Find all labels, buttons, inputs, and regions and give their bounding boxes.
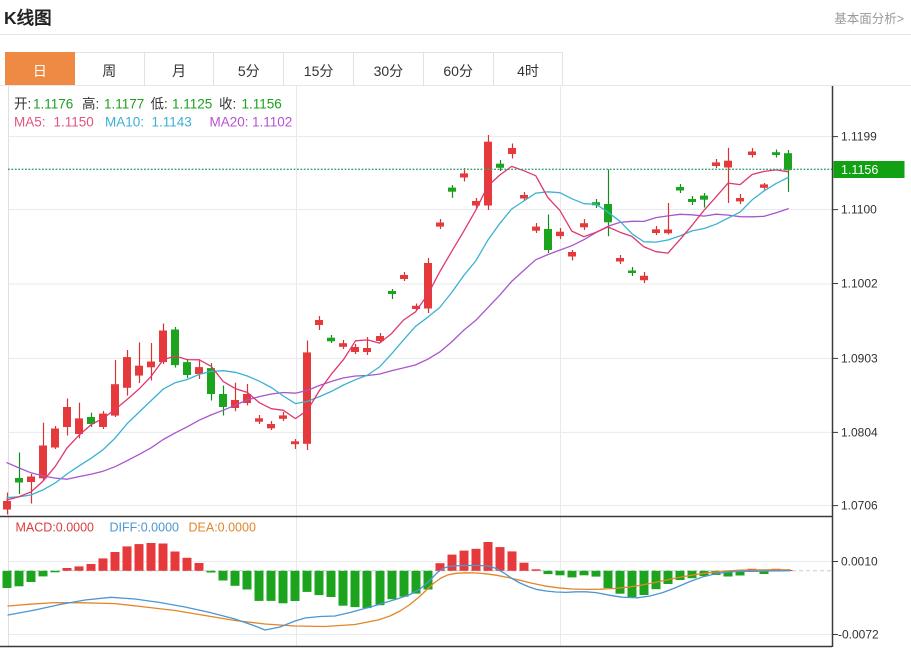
svg-text:1.1176: 1.1176 — [33, 97, 73, 112]
svg-text:DIFF:0.0000: DIFF:0.0000 — [110, 521, 180, 535]
svg-text:MACD:0.0000: MACD:0.0000 — [16, 521, 95, 535]
svg-text:1.1199: 1.1199 — [841, 130, 877, 144]
svg-text:1.0903: 1.0903 — [841, 351, 878, 365]
svg-text:1.1002: 1.1002 — [841, 277, 878, 291]
svg-text:0.0010: 0.0010 — [841, 555, 878, 569]
svg-text:高:: 高: — [82, 96, 99, 112]
svg-text:1.0706: 1.0706 — [841, 499, 878, 513]
svg-text:收:: 收: — [219, 97, 236, 112]
svg-text:MA20:: MA20: — [210, 115, 249, 130]
svg-text:1.1143: 1.1143 — [152, 115, 192, 130]
svg-text:MA10:: MA10: — [105, 115, 144, 130]
svg-text:DEA:0.0000: DEA:0.0000 — [189, 521, 256, 535]
svg-text:1.1150: 1.1150 — [54, 115, 94, 130]
svg-text:1.1177: 1.1177 — [104, 97, 144, 112]
svg-text:低:: 低: — [151, 97, 168, 112]
svg-text:1.1156: 1.1156 — [242, 97, 282, 112]
svg-text:1.1156: 1.1156 — [841, 163, 878, 177]
svg-text:1.0804: 1.0804 — [841, 425, 878, 439]
svg-text:-0.0072: -0.0072 — [838, 628, 879, 642]
svg-text:MA5:: MA5: — [14, 115, 46, 130]
svg-text:开:: 开: — [14, 97, 31, 112]
svg-text:1.1100: 1.1100 — [841, 203, 877, 217]
svg-text:1.1125: 1.1125 — [172, 97, 212, 112]
svg-text:1.1102: 1.1102 — [252, 115, 292, 130]
